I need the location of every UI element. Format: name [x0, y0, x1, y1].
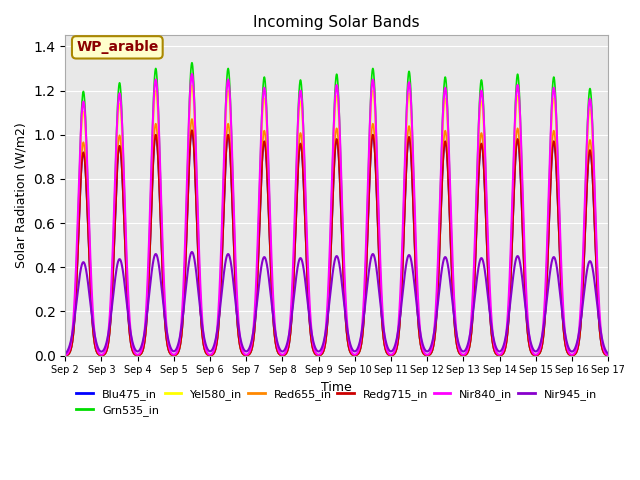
Grn535_in [269, 308, 277, 313]
Nir945_in [188, 249, 196, 255]
Red655_in [126, 336, 134, 341]
Nir945_in [269, 314, 277, 320]
Line: Red655_in: Red655_in [65, 119, 608, 356]
Red655_in [575, 336, 583, 342]
Nir945_in [401, 270, 409, 276]
Y-axis label: Solar Radiation (W/m2): Solar Radiation (W/m2) [15, 122, 28, 268]
Redg715_in [604, 353, 612, 359]
Line: Yel580_in: Yel580_in [65, 85, 608, 356]
Blu475_in [126, 336, 134, 342]
Nir840_in [554, 163, 562, 169]
Nir945_in [554, 273, 562, 278]
Line: Blu475_in: Blu475_in [65, 131, 608, 356]
Nir840_in [188, 71, 196, 77]
Nir945_in [126, 327, 134, 333]
Nir945_in [575, 328, 583, 334]
Red655_in [269, 316, 277, 322]
Title: Incoming Solar Bands: Incoming Solar Bands [253, 15, 420, 30]
Redg715_in [61, 353, 69, 359]
Grn535_in [575, 332, 583, 337]
Nir840_in [575, 324, 583, 330]
Blu475_in [554, 209, 562, 215]
Red655_in [188, 116, 196, 122]
Redg715_in [401, 201, 409, 207]
Yel580_in [61, 353, 69, 359]
Redg715_in [575, 336, 583, 342]
Line: Nir945_in: Nir945_in [65, 252, 608, 354]
Redg715_in [554, 209, 562, 215]
Line: Redg715_in: Redg715_in [65, 131, 608, 356]
Yel580_in [575, 334, 583, 339]
Grn535_in [126, 332, 134, 337]
Red655_in [554, 202, 562, 208]
Grn535_in [188, 60, 196, 66]
Yel580_in [554, 180, 562, 186]
Red655_in [552, 142, 559, 147]
Nir840_in [401, 154, 409, 159]
Line: Nir840_in: Nir840_in [65, 74, 608, 355]
Blu475_in [269, 318, 277, 324]
Yel580_in [269, 311, 277, 317]
Legend: Blu475_in, Grn535_in, Yel580_in, Red655_in, Redg715_in, Nir840_in, Nir945_in: Blu475_in, Grn535_in, Yel580_in, Red655_… [72, 384, 602, 420]
Nir945_in [604, 351, 612, 357]
Nir840_in [126, 324, 134, 329]
Yel580_in [188, 83, 196, 88]
Grn535_in [552, 91, 559, 97]
Yel580_in [401, 171, 409, 177]
Blu475_in [61, 353, 69, 359]
Grn535_in [604, 353, 612, 359]
Nir945_in [61, 351, 69, 357]
X-axis label: Time: Time [321, 381, 352, 394]
Yel580_in [604, 353, 612, 359]
Text: WP_arable: WP_arable [76, 40, 159, 54]
Blu475_in [552, 152, 559, 157]
Redg715_in [188, 128, 196, 133]
Grn535_in [554, 166, 562, 172]
Redg715_in [269, 318, 277, 324]
Redg715_in [552, 152, 559, 157]
Line: Grn535_in: Grn535_in [65, 63, 608, 356]
Nir945_in [552, 257, 559, 263]
Grn535_in [401, 156, 409, 161]
Blu475_in [188, 128, 196, 133]
Red655_in [61, 353, 69, 359]
Red655_in [604, 353, 612, 359]
Blu475_in [604, 353, 612, 359]
Blu475_in [401, 201, 409, 207]
Redg715_in [126, 336, 134, 342]
Nir840_in [604, 352, 612, 358]
Yel580_in [552, 111, 559, 117]
Yel580_in [126, 333, 134, 339]
Grn535_in [61, 353, 69, 359]
Blu475_in [575, 336, 583, 342]
Nir840_in [269, 297, 277, 303]
Nir840_in [552, 99, 559, 105]
Nir840_in [61, 352, 69, 358]
Red655_in [401, 193, 409, 199]
